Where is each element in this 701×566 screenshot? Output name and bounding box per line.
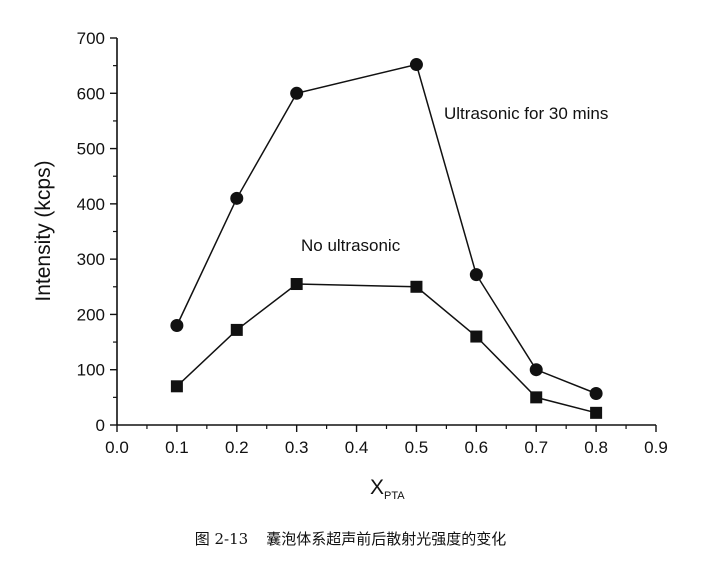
figure-caption: 图 2-13 囊泡体系超声前后散射光强度的变化 [0,528,701,549]
x-tick-label: 0.6 [465,438,489,457]
data-point-circle [290,86,304,100]
series-square [170,278,603,419]
x-axis-title-subscript: PTA [384,490,405,502]
y-tick-label: 200 [77,305,105,324]
x-tick-label: 0.5 [405,438,429,457]
x-axis-title-main: X [370,476,384,499]
series-label-ultrasonic: Ultrasonic for 30 mins [444,104,608,123]
y-axis-ticks: 0 100 200 300 400 500 600 700 [77,29,117,435]
data-point-square [230,323,243,336]
x-tick-label: 0.4 [345,438,369,457]
x-tick-label: 0.8 [584,438,608,457]
y-tick-label: 400 [77,195,105,214]
y-tick-label: 500 [77,140,105,159]
y-tick-label: 700 [77,29,105,48]
x-tick-label: 0.2 [225,438,249,457]
y-tick-label: 300 [77,250,105,269]
data-point-square [530,391,543,404]
figure-caption-text: 囊泡体系超声前后散射光强度的变化 [266,530,507,548]
x-axis-ticks: 0.0 0.1 0.2 0.3 0.4 0.5 0.6 0.7 0.8 0.9 [105,425,668,457]
x-tick-label: 0.9 [644,438,668,457]
data-point-square [290,278,303,291]
series-circle [170,58,603,400]
x-tick-label: 0.3 [285,438,309,457]
y-tick-label: 600 [77,84,105,103]
data-point-circle [529,363,543,377]
series-labels: Ultrasonic for 30 mins No ultrasonic [301,104,608,255]
data-point-square [470,330,483,343]
line-chart: 0.0 0.1 0.2 0.3 0.4 0.5 0.6 0.7 0.8 0.9 0 100 200 30… [32,29,668,502]
y-tick-label: 100 [77,361,105,380]
y-axis-title: Intensity (kcps) [32,160,55,301]
x-tick-label: 0.1 [165,438,189,457]
figure-number: 图 2-13 [194,530,249,548]
series-label-no-ultrasonic: No ultrasonic [301,236,401,255]
data-point-circle [469,268,483,282]
series-layer [170,58,603,419]
data-point-square [590,406,603,419]
data-point-circle [589,386,603,400]
y-tick-label: 0 [96,416,105,435]
x-axis-title: XPTA [370,476,405,502]
data-point-circle [230,191,244,205]
x-tick-label: 0.0 [105,438,129,457]
data-point-square [410,280,423,293]
data-point-circle [409,58,423,72]
x-tick-label: 0.7 [524,438,548,457]
data-point-circle [170,318,184,332]
data-point-square [170,380,183,393]
